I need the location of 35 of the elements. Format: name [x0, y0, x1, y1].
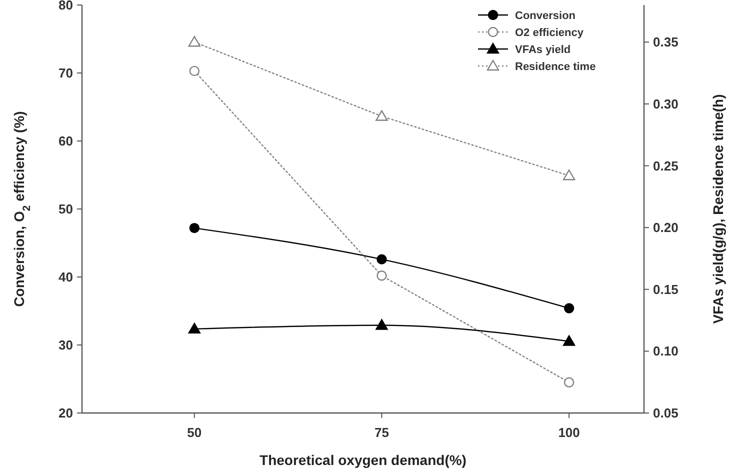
point — [189, 66, 200, 76]
y-tick-label: 50 — [58, 202, 73, 217]
y2-tick-label: 0.05 — [653, 406, 678, 421]
y-tick-label: 30 — [58, 338, 73, 353]
point — [189, 222, 200, 234]
y2-tick-label: 0.10 — [653, 344, 678, 359]
y-tick-label: 80 — [58, 0, 73, 13]
y2-tick-label: 0.30 — [653, 96, 678, 112]
point — [564, 377, 574, 388]
x-tick-label: 50 — [187, 425, 202, 440]
y-tick-label: 20 — [58, 406, 73, 421]
x-tick-label: 75 — [374, 425, 389, 440]
point — [376, 319, 388, 330]
y2-tick-label: 0.25 — [653, 158, 678, 174]
y-tick-label: 40 — [58, 270, 73, 285]
y2-tick-label: 0.20 — [653, 220, 678, 236]
y2-tick-label: 0.35 — [653, 34, 678, 50]
y-tick-label: 70 — [58, 66, 73, 81]
point — [188, 36, 200, 47]
x-axis-title: Theoretical oxygen demand(%) — [260, 452, 466, 468]
legend-label: Residence time — [515, 60, 596, 73]
y-tick-label: 60 — [58, 134, 73, 149]
point — [376, 270, 387, 281]
point — [188, 322, 200, 334]
point — [564, 303, 574, 314]
point — [376, 254, 387, 264]
point — [376, 110, 388, 121]
legend-label: Conversion — [515, 10, 576, 22]
x-tick-label: 100 — [558, 425, 580, 440]
legend-label: VFAs yield — [515, 44, 571, 56]
y2-tick-label: 0.15 — [653, 282, 678, 297]
point — [562, 170, 576, 180]
point — [562, 335, 576, 346]
legend-label: O2 efficiency — [515, 26, 584, 39]
y2-axis-title: VFAs yield(g/g), Residence time(h) — [710, 94, 726, 324]
